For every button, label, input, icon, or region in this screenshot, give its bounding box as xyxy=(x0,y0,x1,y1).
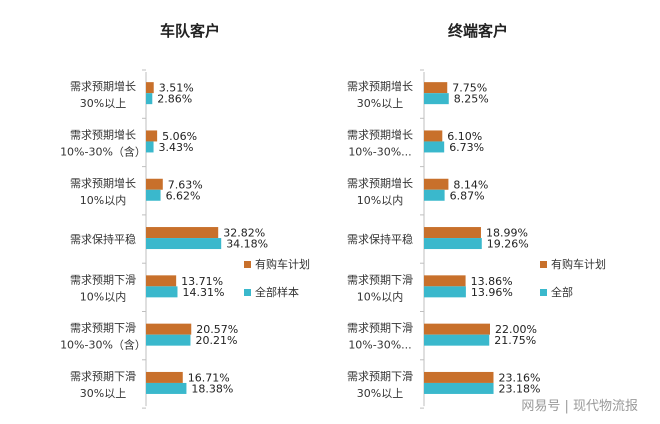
watermark: 网易号 | 现代物流报 xyxy=(521,399,638,414)
category-label: 需求预期增长 xyxy=(70,79,136,93)
data-label: 14.31% xyxy=(182,286,224,299)
category-label: 30%以上 xyxy=(357,387,403,400)
category-label: 需求预期增长 xyxy=(347,79,413,93)
bar-series-a xyxy=(146,371,183,383)
data-label: 32.82% xyxy=(223,227,265,240)
bar-series-b xyxy=(424,334,490,346)
bar-series-b xyxy=(146,334,191,346)
chart-title-fleet: 车队客户 xyxy=(160,22,221,40)
category-label: 30%以上 xyxy=(80,97,126,110)
chart-title-terminal: 终端客户 xyxy=(448,22,509,40)
bar-series-a xyxy=(424,275,466,287)
bar-series-a xyxy=(424,82,448,94)
data-label: 7.63% xyxy=(168,178,203,191)
legend-swatch xyxy=(244,261,251,268)
bar-series-a xyxy=(146,130,158,142)
bar-series-a xyxy=(424,227,481,239)
data-label: 6.62% xyxy=(166,189,201,202)
data-label: 13.96% xyxy=(471,286,513,299)
category-label: 10%以内 xyxy=(80,289,126,303)
category-label: 30%以上 xyxy=(80,387,126,400)
bar-series-a xyxy=(424,323,490,335)
bar-series-a xyxy=(146,82,154,94)
bar-series-a xyxy=(424,371,494,383)
category-label: 需求预期下滑 xyxy=(70,322,136,335)
bar-series-b xyxy=(424,141,445,153)
data-label: 6.87% xyxy=(450,189,485,202)
data-label: 13.86% xyxy=(471,275,513,288)
data-label: 6.73% xyxy=(449,141,484,154)
category-label: 30%以上 xyxy=(357,97,403,110)
legend-swatch xyxy=(244,289,251,296)
bar-series-b xyxy=(146,93,153,105)
bar-series-b xyxy=(146,238,222,250)
category-label: 需求预期增长 xyxy=(347,127,413,141)
data-label: 3.43% xyxy=(159,141,194,154)
bar-series-b xyxy=(146,141,154,153)
bar-series-a xyxy=(146,323,192,335)
bar-series-a xyxy=(146,227,219,239)
bar-series-a xyxy=(146,178,163,190)
data-label: 6.10% xyxy=(447,130,482,143)
bar-series-b xyxy=(146,189,161,201)
category-label: 需求保持平稳 xyxy=(70,232,136,246)
data-label: 7.75% xyxy=(452,82,487,95)
bar-series-a xyxy=(424,178,449,190)
category-label: 需求预期下滑 xyxy=(347,370,413,383)
data-label: 34.18% xyxy=(226,238,268,251)
bar-series-b xyxy=(424,238,482,250)
category-label: 需求预期下滑 xyxy=(70,273,136,286)
data-label: 20.57% xyxy=(196,323,238,336)
data-label: 13.71% xyxy=(181,275,223,288)
legend-label: 全部样本 xyxy=(255,285,299,299)
category-label: 需求预期增长 xyxy=(70,127,136,141)
data-label: 20.21% xyxy=(195,334,237,347)
category-label: 10%-30%... xyxy=(348,145,411,158)
category-label: 需求预期下滑 xyxy=(347,273,413,286)
category-label: 10%以内 xyxy=(357,193,403,207)
bar-series-b xyxy=(424,286,466,298)
data-label: 18.38% xyxy=(191,382,233,395)
bar-series-b xyxy=(146,286,178,298)
category-label: 需求预期增长 xyxy=(70,176,136,190)
legend-swatch xyxy=(540,289,547,296)
legend-label: 有购车计划 xyxy=(255,257,310,271)
category-label: 10%以内 xyxy=(357,289,403,303)
category-label: 需求预期增长 xyxy=(347,176,413,190)
data-label: 19.26% xyxy=(487,238,529,251)
data-label: 21.75% xyxy=(494,334,536,347)
legend-label: 全部 xyxy=(551,285,573,299)
data-label: 18.99% xyxy=(486,227,528,240)
data-label: 5.06% xyxy=(162,130,197,143)
data-label: 23.16% xyxy=(498,371,540,384)
category-label: 10%-30%（含） xyxy=(60,338,146,352)
bar-series-b xyxy=(424,382,494,394)
bar-series-a xyxy=(146,275,177,287)
legend-swatch xyxy=(540,261,547,268)
data-label: 8.14% xyxy=(453,178,488,191)
category-label: 需求预期下滑 xyxy=(347,322,413,335)
bar-series-b xyxy=(424,93,449,105)
category-label: 需求保持平稳 xyxy=(347,232,413,246)
bar-series-b xyxy=(424,189,445,201)
category-label: 需求预期下滑 xyxy=(70,370,136,383)
data-label: 8.25% xyxy=(454,93,489,106)
category-label: 10%-30%... xyxy=(348,339,411,352)
data-label: 23.18% xyxy=(499,382,541,395)
data-label: 22.00% xyxy=(495,323,537,336)
legend-label: 有购车计划 xyxy=(551,257,606,271)
category-label: 10%-30%（含） xyxy=(60,144,146,158)
data-label: 2.86% xyxy=(157,93,192,106)
data-label: 3.51% xyxy=(159,82,194,95)
bar-series-a xyxy=(424,130,443,142)
data-label: 16.71% xyxy=(188,371,230,384)
category-label: 10%以内 xyxy=(80,193,126,207)
bar-series-b xyxy=(146,382,187,394)
